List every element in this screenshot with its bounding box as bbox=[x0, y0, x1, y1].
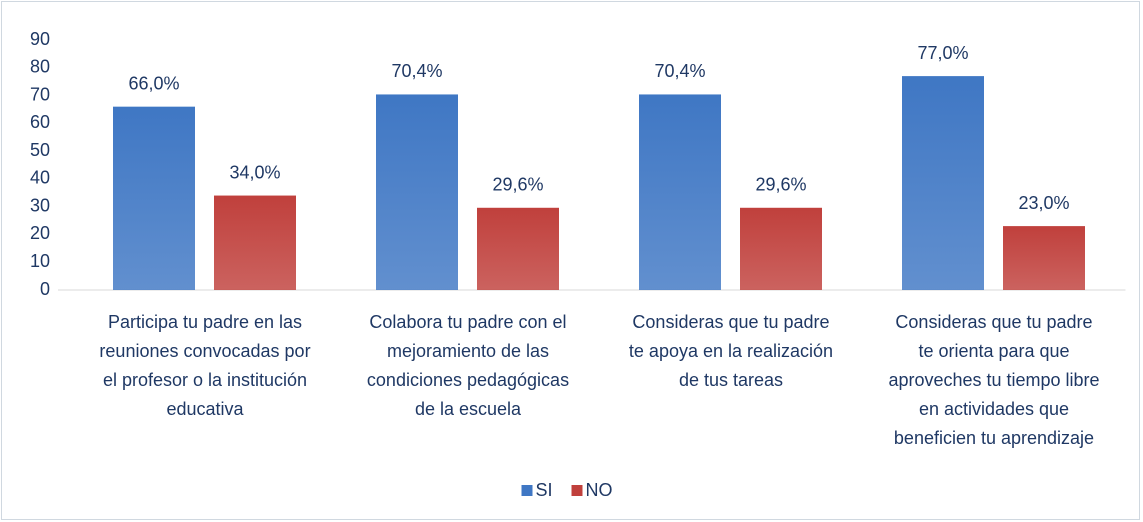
data-label: 34,0% bbox=[229, 162, 280, 182]
legend-label: SI bbox=[536, 480, 553, 500]
data-label: 29,6% bbox=[492, 175, 543, 195]
y-tick-label: 50 bbox=[30, 140, 50, 160]
bar bbox=[214, 195, 296, 290]
y-tick-label: 60 bbox=[30, 112, 50, 132]
y-tick-label: 40 bbox=[30, 168, 50, 188]
y-tick-label: 80 bbox=[30, 57, 50, 77]
data-label: 66,0% bbox=[128, 73, 179, 93]
bar bbox=[1003, 226, 1085, 290]
y-tick-label: 20 bbox=[30, 223, 50, 243]
y-tick-label: 70 bbox=[30, 84, 50, 104]
x-tick-label: el profesor o la institución bbox=[103, 370, 307, 390]
bar bbox=[639, 94, 721, 290]
x-tick-label: reuniones convocadas por bbox=[99, 341, 310, 361]
x-tick-label: en actividades que bbox=[919, 399, 1069, 419]
x-tick-label: te orienta para que bbox=[918, 341, 1069, 361]
bar bbox=[740, 207, 822, 290]
bar bbox=[113, 106, 195, 291]
y-tick-label: 90 bbox=[30, 29, 50, 49]
legend-swatch bbox=[571, 485, 583, 496]
data-label: 23,0% bbox=[1018, 193, 1069, 213]
x-tick-label: Consideras que tu padre bbox=[895, 312, 1092, 332]
x-tick-label: condiciones pedagógicas bbox=[367, 370, 569, 390]
x-tick-label: te apoya en la realización bbox=[629, 341, 833, 361]
data-label: 29,6% bbox=[755, 175, 806, 195]
y-tick-label: 0 bbox=[40, 279, 50, 299]
x-tick-label: de la escuela bbox=[415, 399, 522, 419]
legend-swatch bbox=[521, 485, 533, 496]
legend-label: NO bbox=[586, 480, 613, 500]
x-tick-label: beneficien tu aprendizaje bbox=[894, 428, 1094, 448]
y-tick-label: 30 bbox=[30, 195, 50, 215]
x-tick-label: Participa tu padre en las bbox=[108, 312, 302, 332]
data-label: 70,4% bbox=[391, 61, 442, 81]
data-label: 77,0% bbox=[917, 43, 968, 63]
bar bbox=[477, 207, 559, 290]
bar bbox=[376, 94, 458, 290]
bar bbox=[902, 76, 984, 290]
x-tick-label: de tus tareas bbox=[679, 370, 783, 390]
x-tick-label: educativa bbox=[166, 399, 244, 419]
y-tick-label: 10 bbox=[30, 251, 50, 271]
x-tick-label: Consideras que tu padre bbox=[632, 312, 829, 332]
x-tick-label: aproveches tu tiempo libre bbox=[888, 370, 1099, 390]
x-tick-label: Colabora tu padre con el bbox=[369, 312, 566, 332]
data-label: 70,4% bbox=[654, 61, 705, 81]
x-tick-label: mejoramiento de las bbox=[387, 341, 549, 361]
